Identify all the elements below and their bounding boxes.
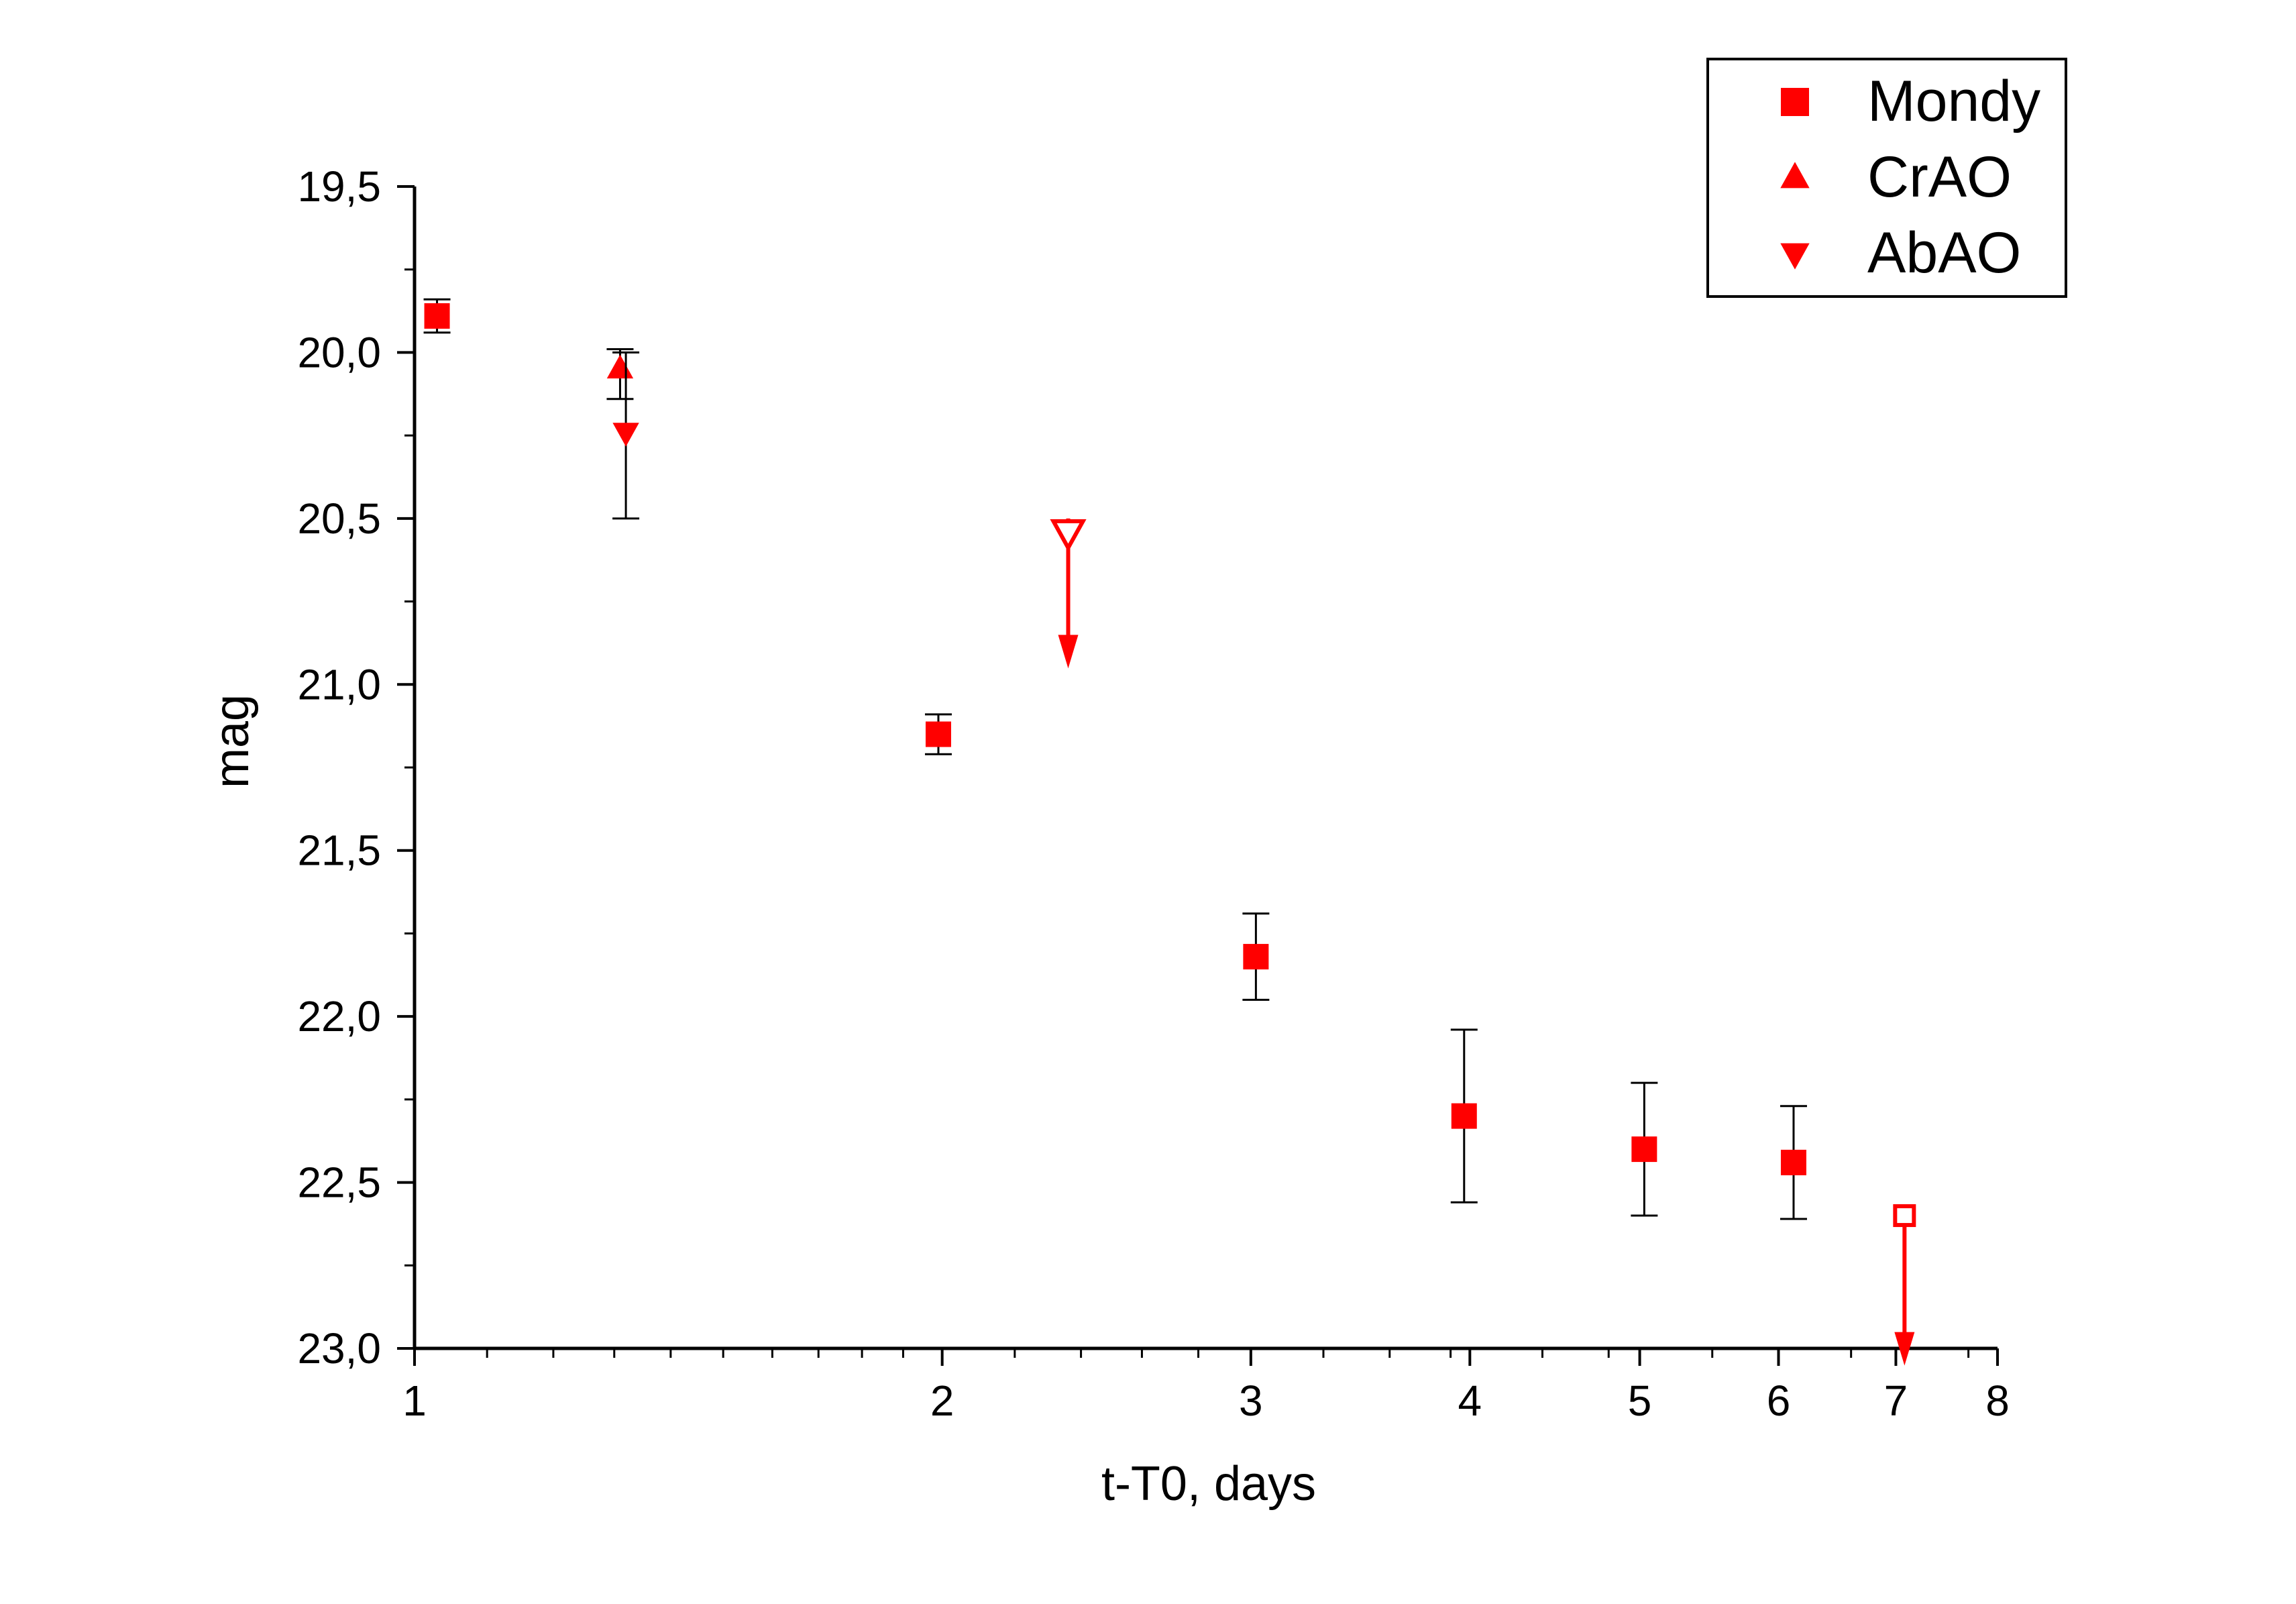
data-point-mondy: [1631, 1136, 1657, 1163]
y-axis-label: mag: [205, 694, 259, 788]
x-tick-label: 2: [930, 1377, 954, 1425]
x-tick-label: 8: [1985, 1377, 2010, 1425]
x-tick-label: 1: [402, 1377, 427, 1425]
upper-limit-arrowhead: [1058, 635, 1079, 669]
upper-limit-mondy: [1893, 1204, 1916, 1228]
data-point-mondy: [1451, 1103, 1477, 1129]
y-tick-label: 23,0: [297, 1324, 381, 1373]
legend-label-2: AbAO: [1867, 221, 2021, 285]
ticks: [397, 185, 1999, 1366]
y-tick-label: 20,5: [297, 494, 381, 543]
x-axis-label: t-T0, days: [1101, 1457, 1316, 1511]
legend-markers: [1780, 88, 1810, 270]
x-tick-label: 6: [1767, 1377, 1791, 1425]
upper-limit-abao: [1050, 519, 1087, 552]
legend: Mondy CrAO AbAO: [1706, 58, 2067, 298]
tick-labels: 1 2 3 4 5 6 7 8 19,5 20,0 20,5 21,0 21,5 22,0 22,5 23,0: [297, 162, 2009, 1425]
y-tick-label: 19,5: [297, 162, 381, 211]
data-point-mondy: [424, 303, 450, 329]
y-tick-label: 22,5: [297, 1159, 381, 1207]
y-tick-label: 20,0: [297, 328, 381, 376]
data-point-mondy: [925, 721, 951, 747]
x-tick-label: 5: [1628, 1377, 1652, 1425]
data-point-crao: [606, 354, 634, 379]
x-tick-label: 3: [1239, 1377, 1263, 1425]
legend-box: [1706, 58, 2067, 298]
legend-marker-crao: [1780, 162, 1810, 189]
legend-label-0: Mondy: [1867, 69, 2040, 133]
y-tick-label: 21,5: [297, 826, 381, 875]
upper-limit-arrowhead: [1894, 1332, 1915, 1366]
x-tick-label: 7: [1884, 1377, 1908, 1425]
legend-label-1: CrAO: [1867, 145, 2012, 209]
data-point-mondy: [1243, 944, 1269, 970]
x-tick-label: 4: [1458, 1377, 1482, 1425]
axes: [413, 186, 1998, 1350]
data-point-mondy: [1780, 1149, 1806, 1175]
data-points: [423, 298, 1916, 1366]
legend-marker-mondy: [1781, 88, 1809, 116]
data-point-abao: [612, 423, 639, 447]
legend-marker-abao: [1780, 243, 1810, 270]
y-tick-label: 22,0: [297, 992, 381, 1040]
y-tick-label: 21,0: [297, 660, 381, 708]
